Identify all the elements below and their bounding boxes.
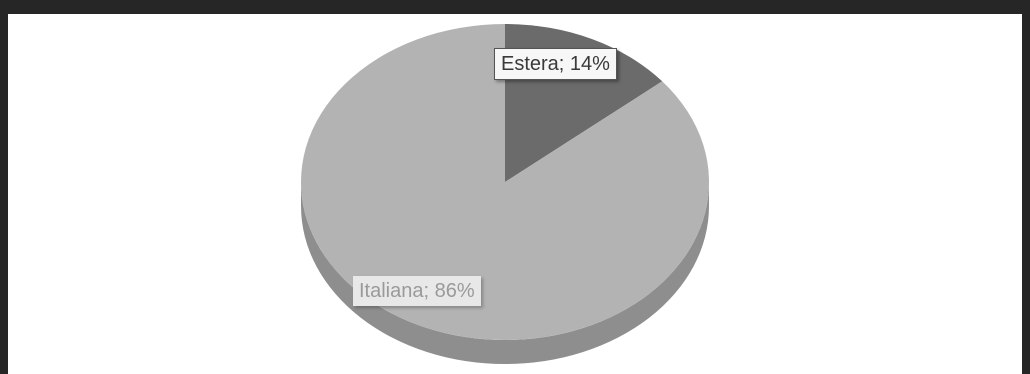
chart-frame: Estera; 14% Italiana; 86% <box>8 14 1022 374</box>
data-label-estera: Estera; 14% <box>494 48 617 80</box>
pie-slice-italiana <box>301 24 709 340</box>
data-label-italiana: Italiana; 86% <box>353 276 481 306</box>
